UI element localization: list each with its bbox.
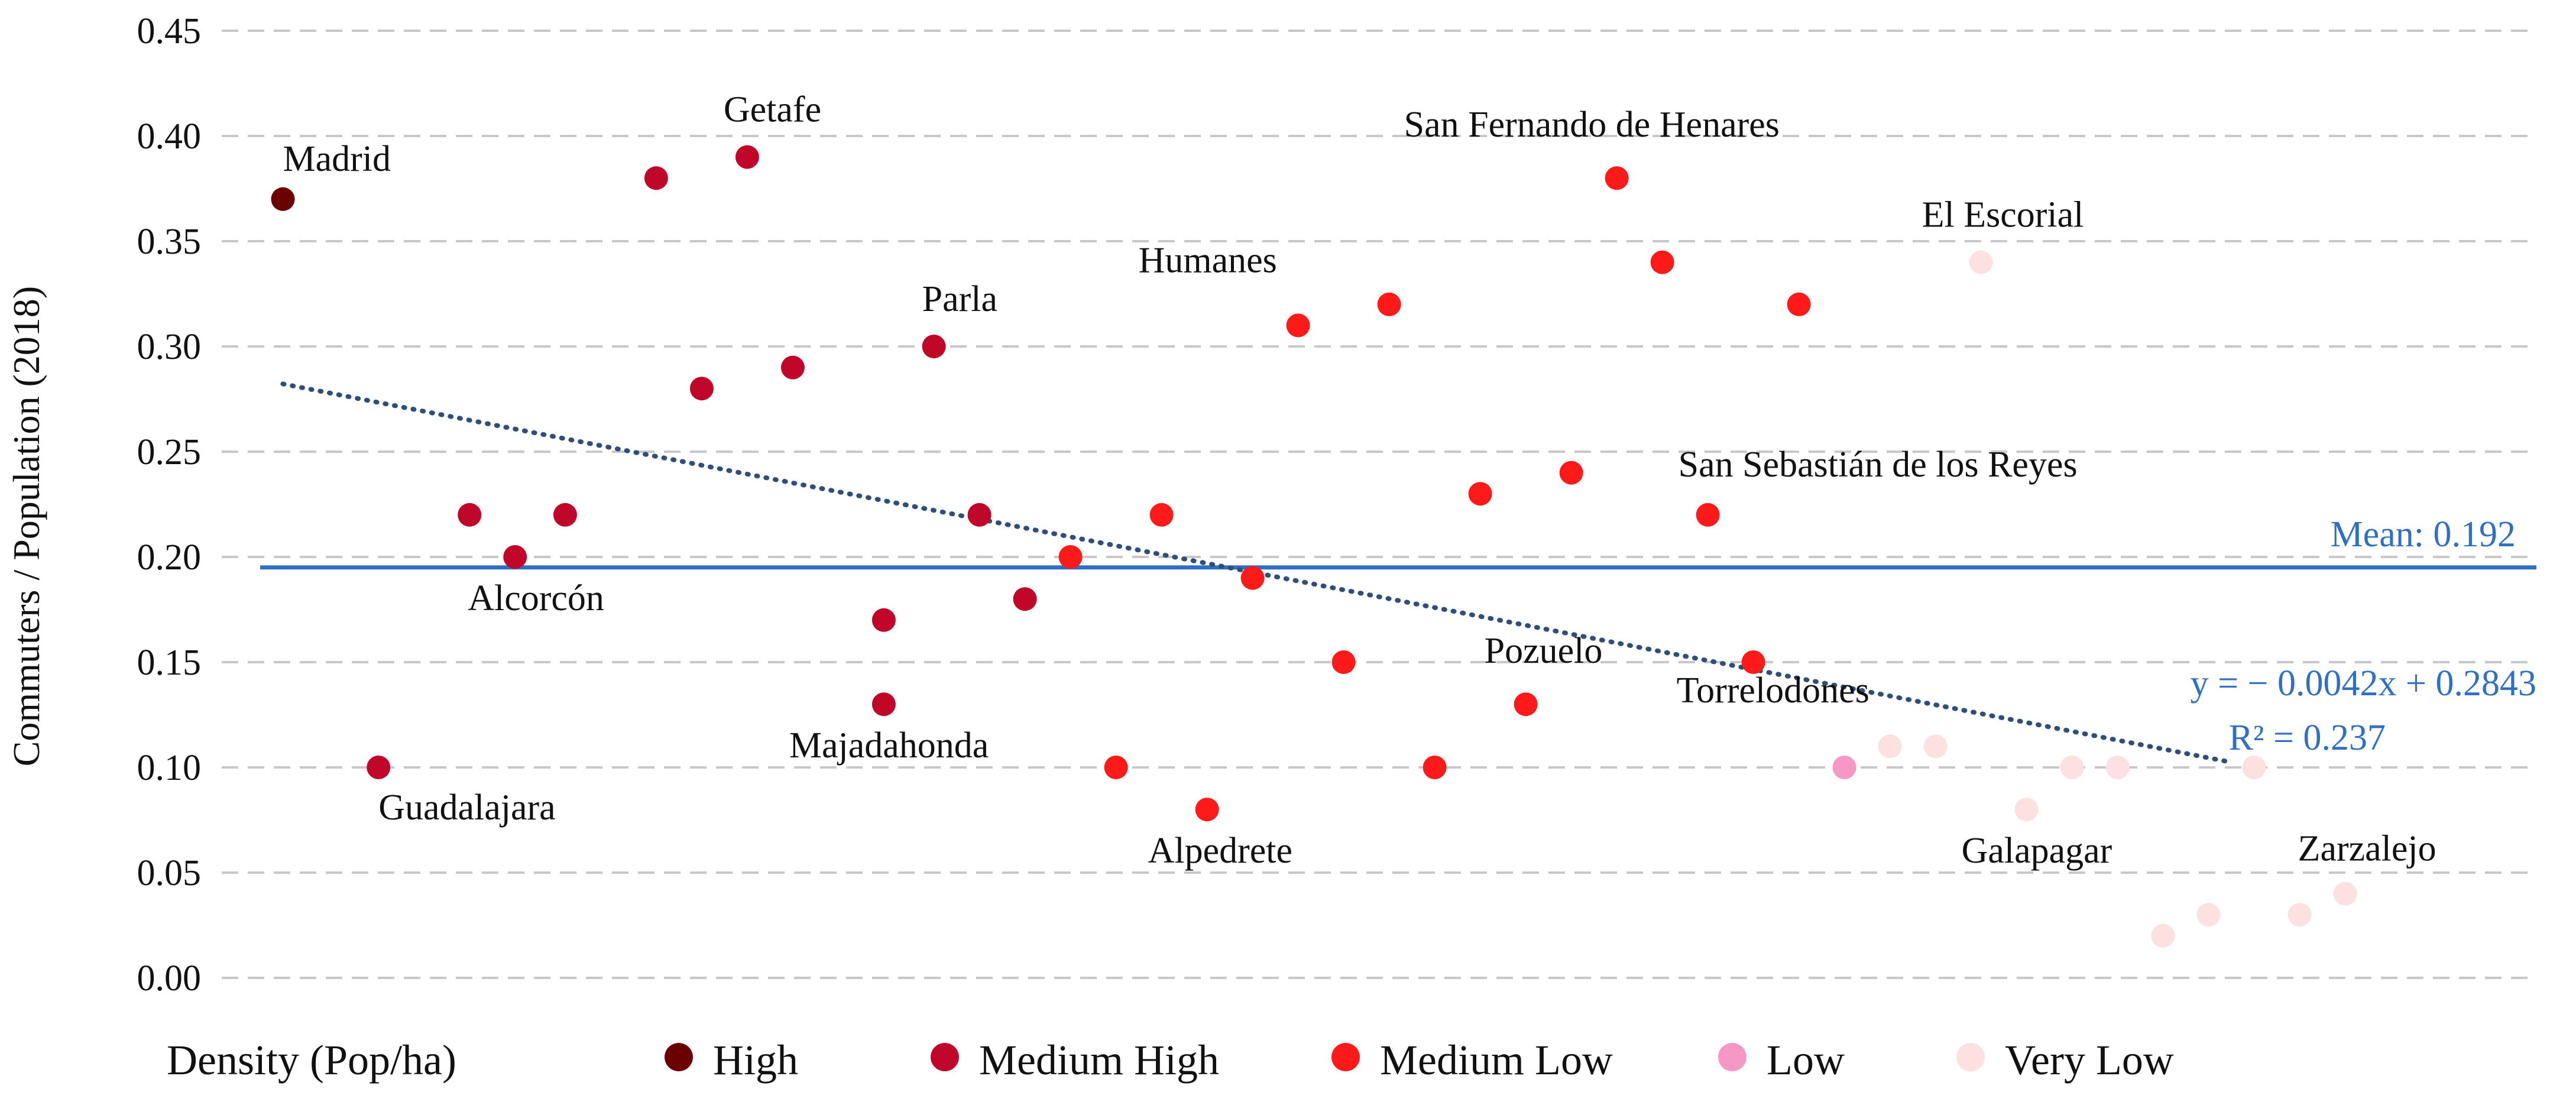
- legend-label: Low: [1767, 1036, 1845, 1084]
- legend-label: Medium High: [979, 1036, 1219, 1084]
- trendline-group: y = − 0.0042x + 0.2843 R² = 0.237: [280, 381, 2536, 764]
- point-label: Alpedrete: [1148, 831, 1292, 871]
- data-point: [1240, 566, 1265, 590]
- data-point: [922, 335, 946, 358]
- data-point: [780, 355, 805, 380]
- data-point: [1058, 545, 1083, 569]
- point-label: Majadahonda: [789, 725, 989, 766]
- data-point: [1559, 461, 1583, 485]
- legend-label: Very Low: [2005, 1036, 2174, 1084]
- trendline-r2: R² = 0.237: [2229, 718, 2386, 758]
- y-tick-label: 0.00: [137, 958, 202, 999]
- data-point: [1286, 313, 1310, 338]
- data-point: [1195, 798, 1219, 822]
- data-point: [1787, 292, 1811, 316]
- legend-marker: [931, 1043, 959, 1071]
- data-point: [689, 377, 714, 401]
- data-point: [2333, 882, 2357, 906]
- point-label: El Escorial: [1922, 195, 2084, 235]
- legend: Density (Pop/ha) High Medium High Medium Lo…: [167, 1036, 2174, 1084]
- data-point: [2242, 756, 2266, 779]
- point-label: Zarzalejo: [2298, 829, 2436, 869]
- legend-marker: [665, 1043, 693, 1071]
- y-tick-label: 0.05: [137, 853, 202, 893]
- data-point: [967, 503, 991, 527]
- data-point: [1605, 166, 1629, 190]
- data-point: [1468, 482, 1492, 506]
- data-point: [1741, 650, 1765, 674]
- data-point: [553, 503, 577, 527]
- y-tick-label: 0.45: [137, 11, 202, 51]
- trendline-equation: y = − 0.0042x + 0.2843: [2191, 663, 2536, 704]
- data-point: [2014, 798, 2039, 822]
- data-point: [2287, 903, 2312, 927]
- point-label: Alcorcón: [468, 578, 604, 618]
- legend-marker: [1956, 1043, 1985, 1071]
- data-point: [1377, 292, 1401, 316]
- y-axis-title: Commuters / Population (2018): [5, 286, 47, 766]
- point-label: Torrelodones: [1677, 670, 1869, 711]
- point-label: Pozuelo: [1485, 631, 1603, 671]
- point-label: Madrid: [283, 139, 391, 179]
- legend-marker: [1718, 1043, 1747, 1071]
- y-axis-ticks: 0.00 0.05 0.10 0.15 0.20 0.25 0.30 0.35 0.40 0.45: [137, 11, 202, 999]
- point-labels: Madrid Guadalajara Alcorcón Getafe Majadahon…: [283, 90, 2436, 871]
- data-point: [1331, 650, 1356, 674]
- data-point: [2151, 923, 2175, 948]
- data-point: [1969, 250, 1993, 274]
- data-point: [367, 756, 391, 779]
- data-point: [644, 166, 668, 190]
- y-tick-label: 0.20: [137, 537, 202, 578]
- data-point: [1013, 587, 1037, 611]
- mean-line-group: Mean: 0.192: [260, 514, 2536, 570]
- data-point: [1149, 503, 1174, 527]
- data-point: [271, 187, 295, 211]
- legend-label: High: [713, 1036, 798, 1084]
- point-label: Humanes: [1139, 240, 1277, 280]
- y-tick-label: 0.35: [137, 222, 202, 262]
- point-label: Galapagar: [1962, 831, 2112, 871]
- data-point: [1696, 503, 1720, 527]
- data-point: [1423, 756, 1447, 779]
- y-tick-label: 0.25: [137, 432, 202, 472]
- legend-label: Medium Low: [1380, 1036, 1613, 1084]
- data-point: [2060, 756, 2084, 779]
- point-label: Parla: [922, 279, 997, 319]
- data-point: [1514, 692, 1538, 717]
- data-point: [1923, 734, 1948, 759]
- point-label: San Fernando de Henares: [1404, 105, 1780, 145]
- data-point: [1878, 734, 1902, 759]
- data-point: [2105, 756, 2130, 779]
- data-points: [271, 145, 2357, 948]
- data-point: [735, 145, 759, 169]
- legend-marker: [1331, 1043, 1360, 1071]
- y-tick-label: 0.30: [137, 327, 202, 367]
- trendline: [280, 381, 2230, 764]
- point-label: Guadalajara: [378, 788, 555, 828]
- legend-title: Density (Pop/ha): [167, 1036, 456, 1084]
- point-label: Getafe: [724, 90, 821, 130]
- data-point: [458, 503, 482, 527]
- point-label: San Sebastián de los Reyes: [1679, 445, 2078, 485]
- data-point: [1832, 756, 1856, 779]
- mean-label: Mean: 0.192: [2331, 514, 2516, 555]
- y-tick-label: 0.40: [137, 116, 202, 157]
- data-point: [871, 608, 896, 632]
- data-point: [1104, 756, 1128, 779]
- data-point: [1650, 250, 1674, 274]
- y-tick-label: 0.15: [137, 643, 202, 683]
- gridlines: [222, 30, 2536, 979]
- data-point: [2196, 903, 2221, 927]
- y-tick-label: 0.10: [137, 748, 202, 788]
- data-point: [503, 545, 527, 569]
- data-point: [871, 692, 896, 717]
